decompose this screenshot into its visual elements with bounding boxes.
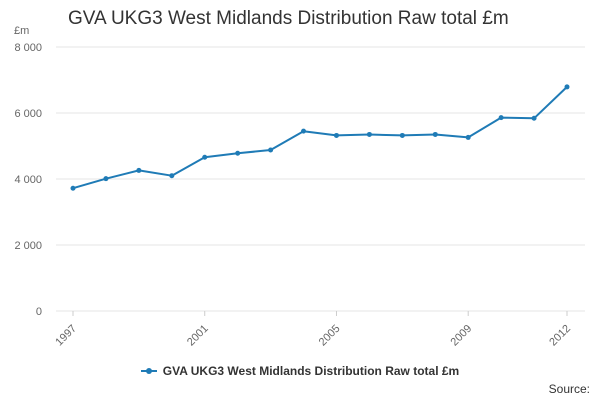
x-axis-labels: 1997 2001 2005 2009 2012 bbox=[53, 311, 573, 348]
data-point-2009[interactable] bbox=[465, 134, 471, 140]
y-tick-label: 4 000 bbox=[14, 174, 42, 186]
legend[interactable]: GVA UKG3 West Midlands Distribution Raw … bbox=[0, 364, 600, 378]
y-tick-label: 6 000 bbox=[14, 108, 42, 120]
data-point-2007[interactable] bbox=[399, 132, 405, 138]
data-point-2004[interactable] bbox=[301, 128, 307, 134]
x-tick-label: 2005 bbox=[317, 323, 343, 349]
x-tick-label: 2001 bbox=[185, 323, 211, 349]
y-tick-label: 8 000 bbox=[14, 42, 42, 54]
data-point-2002[interactable] bbox=[235, 150, 241, 156]
data-point-1998[interactable] bbox=[103, 176, 109, 182]
x-tick-label: 2009 bbox=[449, 323, 475, 349]
data-point-2011[interactable] bbox=[531, 115, 537, 121]
y-axis-labels: 0 2 000 4 000 6 000 8 000 bbox=[14, 42, 42, 318]
x-tick-label: 2012 bbox=[547, 323, 573, 349]
grid-lines bbox=[56, 46, 585, 312]
y-tick-label: 0 bbox=[36, 306, 42, 318]
data-point-2005[interactable] bbox=[333, 132, 339, 138]
data-point-2008[interactable] bbox=[432, 131, 438, 137]
data-point-2010[interactable] bbox=[498, 115, 504, 121]
data-point-1999[interactable] bbox=[136, 167, 142, 173]
y-axis-unit-label: £m bbox=[14, 25, 29, 37]
x-tick-label: 1997 bbox=[53, 323, 79, 349]
data-point-2000[interactable] bbox=[169, 173, 175, 179]
series-line bbox=[72, 86, 568, 190]
data-point-1997[interactable] bbox=[70, 185, 76, 191]
source-label: Source: bbox=[548, 382, 590, 396]
chart-title: GVA UKG3 West Midlands Distribution Raw … bbox=[68, 8, 509, 29]
data-point-2003[interactable] bbox=[268, 147, 274, 153]
data-point-2012[interactable] bbox=[564, 84, 570, 90]
legend-line-marker-icon bbox=[140, 366, 157, 376]
legend-label: GVA UKG3 West Midlands Distribution Raw … bbox=[162, 364, 460, 378]
data-point-2006[interactable] bbox=[366, 131, 372, 137]
series-layer bbox=[70, 84, 570, 191]
data-point-2001[interactable] bbox=[202, 154, 208, 160]
y-tick-label: 2 000 bbox=[14, 240, 42, 252]
